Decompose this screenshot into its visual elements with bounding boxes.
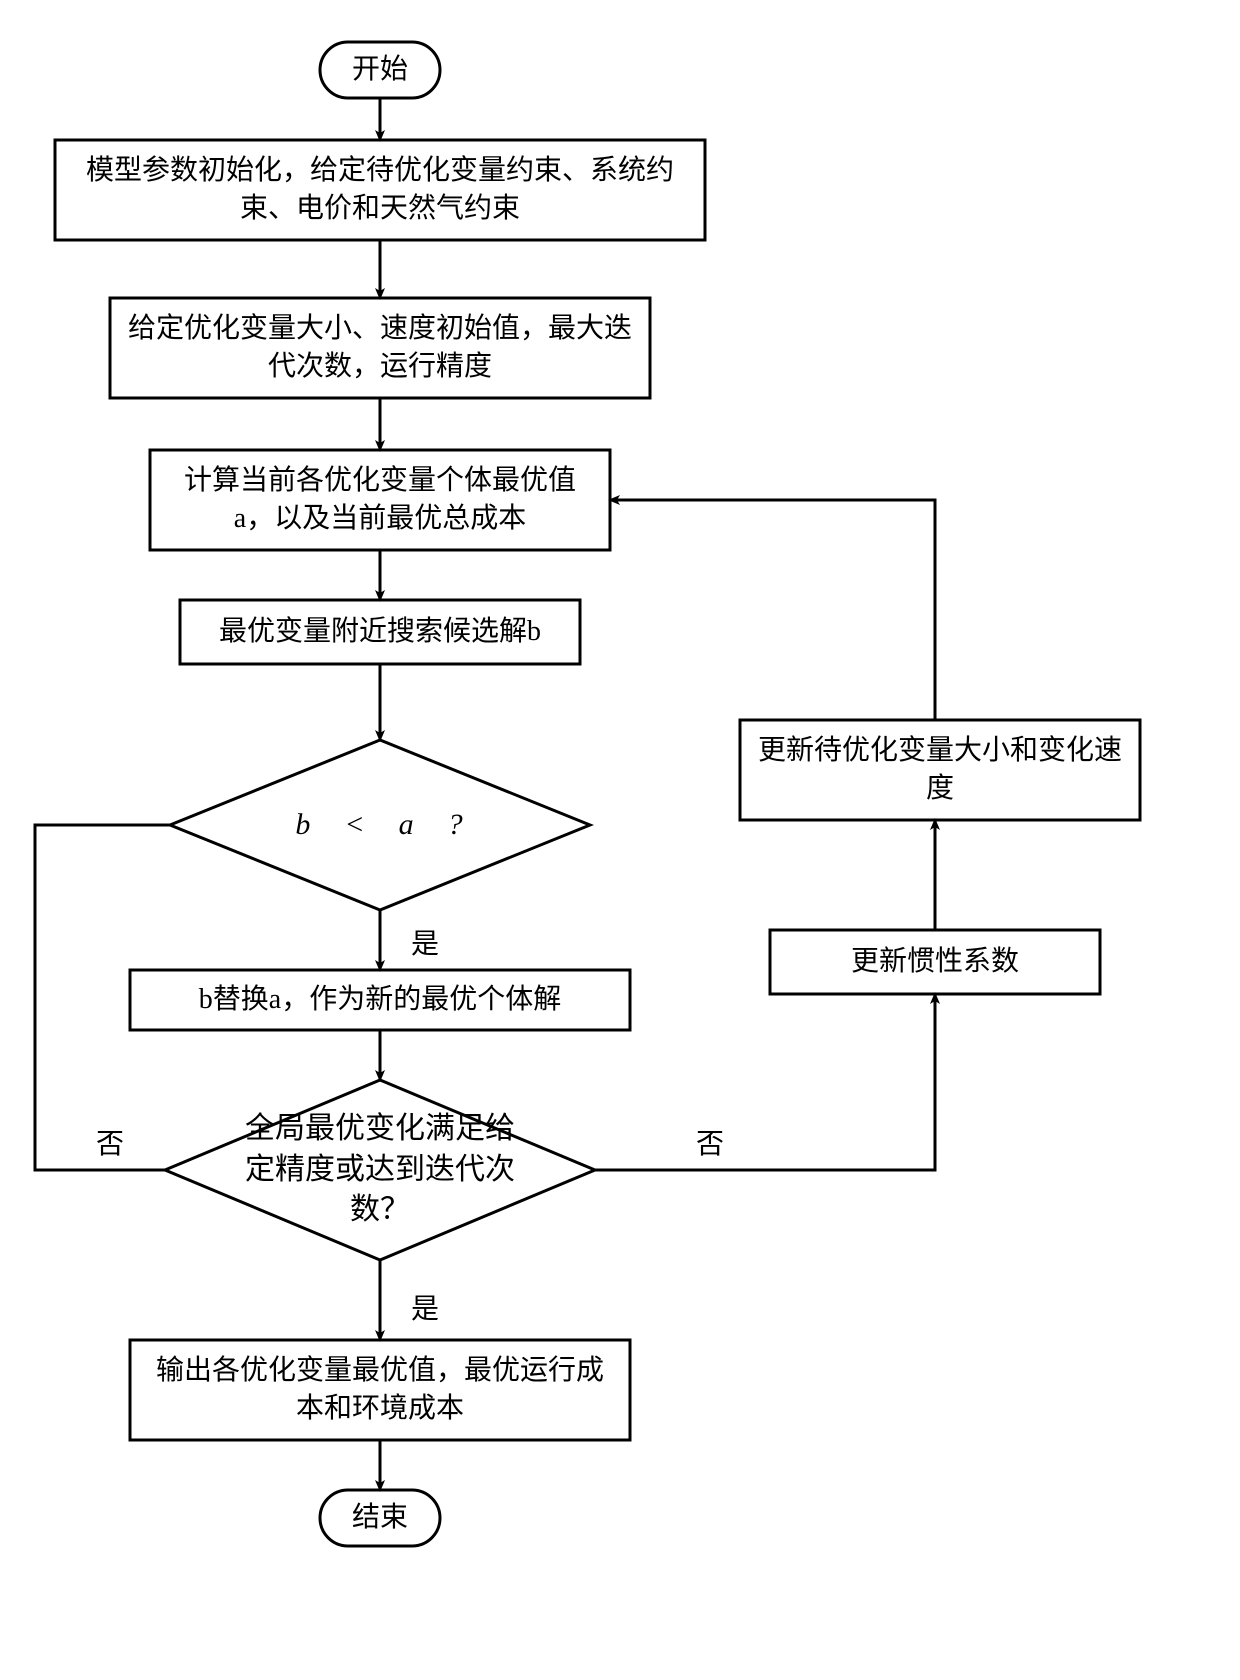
node-given: 给定优化变量大小、速度初始值，最大迭代次数，运行精度 [124,298,636,398]
label-no1: 否 [80,1125,140,1165]
node-replace: b替换a，作为新的最优个体解 [144,970,616,1030]
node-start: 开始 [334,42,426,98]
node-calc: 计算当前各优化变量个体最优值a，以及当前最优总成本 [164,450,596,550]
label-yes1: 是 [395,925,455,965]
node-dec2: 全局最优变化满足给定精度或达到迭代次数？ [242,1080,517,1260]
node-dec1: b < a ? [246,740,515,910]
node-update-inertia: 更新惯性系数 [784,930,1086,994]
node-end: 结束 [334,1490,426,1546]
label-no2: 否 [680,1125,740,1165]
node-init: 模型参数初始化，给定待优化变量约束、系统约束、电价和天然气约束 [69,140,691,240]
node-search: 最优变量附近搜索候选解b [194,600,566,664]
node-output: 输出各优化变量最优值，最优运行成本和环境成本 [144,1340,616,1440]
node-update-var: 更新待优化变量大小和变化速度 [754,720,1126,820]
label-yes2: 是 [395,1290,455,1330]
